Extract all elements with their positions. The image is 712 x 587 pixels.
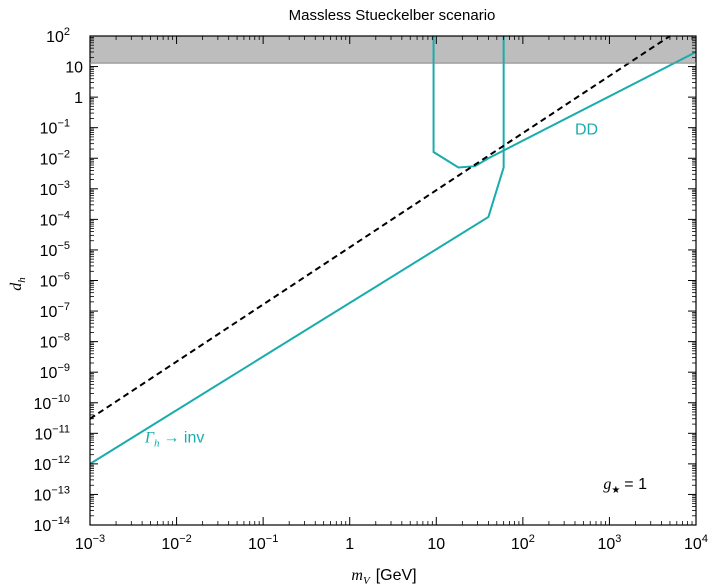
y-tick-label: 1: [74, 90, 83, 107]
x-tick-label: 1: [345, 536, 354, 553]
x-tick-label: 10−1: [248, 533, 278, 553]
gamma-inv-label: Γh → inv: [144, 430, 205, 450]
y-tick-label: 10−7: [40, 301, 70, 321]
x-tick-label: 102: [511, 533, 535, 553]
y-tick-label: 10−8: [40, 332, 70, 352]
y-tick-label: 10−6: [40, 271, 70, 291]
y-tick-label: 10−14: [34, 515, 70, 535]
ticks-layer: [89, 35, 697, 526]
chart-title: Massless Stueckelber scenario: [289, 7, 496, 24]
y-tick-label: 10−10: [34, 393, 70, 413]
x-tick-labels: 10−3 10−2 10−1 1 10 102 103 104: [75, 533, 708, 553]
series-dd-curve: [432, 36, 697, 169]
x-tick-label: 104: [684, 533, 708, 553]
dd-label: DD: [575, 121, 598, 138]
x-tick-label: 10−3: [75, 533, 105, 553]
y-axis-label: dh: [8, 277, 28, 291]
series-layer: [89, 35, 697, 465]
y-tick-label: 10−4: [40, 209, 70, 229]
series-gamma-inv: [89, 36, 505, 465]
y-tick-label: 10−2: [40, 148, 70, 168]
x-tick-label: 103: [597, 533, 621, 553]
y-tick-label: 10: [65, 60, 83, 77]
plot-frame: [89, 35, 697, 526]
excluded-band: [90, 36, 696, 64]
y-tick-label: 10−12: [34, 454, 70, 474]
y-tick-label: 102: [46, 26, 70, 46]
y-tick-label: 10−13: [34, 484, 70, 504]
y-tick-label: 10−11: [34, 423, 70, 443]
gstar-label: g★ = 1: [603, 476, 647, 496]
x-tick-label: 10−2: [161, 533, 191, 553]
series-dashed-line: [89, 35, 671, 420]
y-tick-label: 10−3: [40, 179, 70, 199]
y-tick-label: 10−1: [40, 118, 70, 138]
y-tick-labels: 102 10 110−1 10−2 10−3 10−4 10−5 10−6 10−7 10−8 10…: [34, 26, 84, 535]
y-tick-label: 10−5: [40, 240, 70, 260]
y-tick-label: 10−9: [40, 362, 70, 382]
x-tick-label: 10: [427, 536, 445, 553]
x-axis-label: mV [GeV]: [351, 567, 416, 587]
